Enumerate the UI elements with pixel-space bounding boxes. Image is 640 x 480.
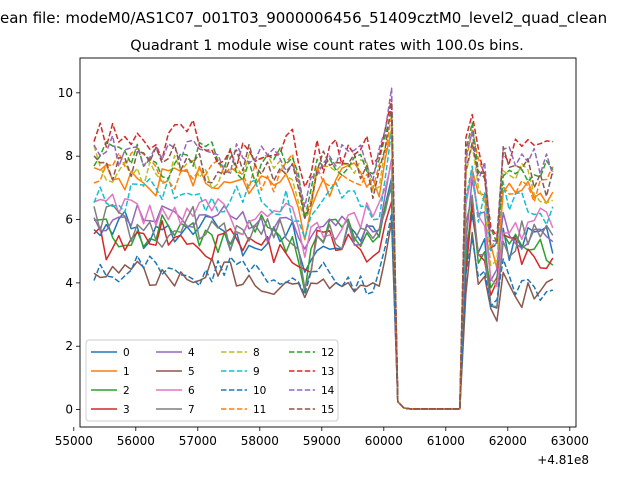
chart-suptitle: ean file: modeM0/AS1C07_001T03_900000645…: [0, 9, 607, 28]
legend-label-15: 15: [321, 404, 334, 416]
series-line-15: [93, 101, 554, 410]
legend-label-14: 14: [321, 385, 335, 397]
legend-label-10: 10: [253, 385, 266, 397]
x-tick-label: 61000: [427, 434, 465, 448]
legend-label-0: 0: [123, 347, 130, 359]
legend-label-6: 6: [188, 385, 195, 397]
plot-lines: [93, 87, 554, 410]
x-tick-label: 59000: [303, 434, 341, 448]
legend-label-13: 13: [321, 366, 334, 378]
y-tick-label: 8: [65, 149, 73, 163]
legend-label-3: 3: [123, 404, 130, 416]
y-axis: 0 2 4 6 8 10: [58, 86, 80, 417]
x-tick-label: 56000: [117, 434, 155, 448]
x-tick-label: 58000: [241, 434, 279, 448]
legend-label-1: 1: [123, 366, 130, 378]
x-tick-label: 62000: [489, 434, 527, 448]
legend-box: [85, 339, 339, 422]
chart-title: Quadrant 1 module wise count rates with …: [130, 38, 524, 54]
x-tick-label: 55000: [55, 434, 93, 448]
legend-label-2: 2: [123, 385, 130, 397]
legend-label-5: 5: [188, 366, 195, 378]
y-tick-label: 2: [65, 339, 73, 353]
y-tick-label: 0: [65, 403, 73, 417]
series-line-7: [93, 181, 554, 410]
legend-label-11: 11: [253, 404, 266, 416]
x-axis: 55000 56000 57000 58000 59000 60000 61000 62000…: [55, 427, 589, 448]
x-tick-label: 60000: [365, 434, 403, 448]
x-tick-label: 63000: [551, 434, 589, 448]
x-offset-label: +4.81e8: [537, 453, 589, 467]
y-tick-label: 10: [58, 86, 73, 100]
series-line-12: [93, 110, 554, 410]
series-line-13: [93, 98, 553, 410]
legend-label-8: 8: [253, 347, 260, 359]
plot-frame: [79, 57, 577, 428]
legend-label-4: 4: [188, 347, 195, 359]
legend-label-12: 12: [321, 347, 334, 359]
legend-label-9: 9: [253, 366, 260, 378]
y-tick-label: 4: [65, 276, 73, 290]
y-tick-label: 6: [65, 213, 73, 227]
legend-label-7: 7: [188, 404, 195, 416]
series-line-10: [93, 212, 553, 410]
x-tick-label: 57000: [179, 434, 217, 448]
